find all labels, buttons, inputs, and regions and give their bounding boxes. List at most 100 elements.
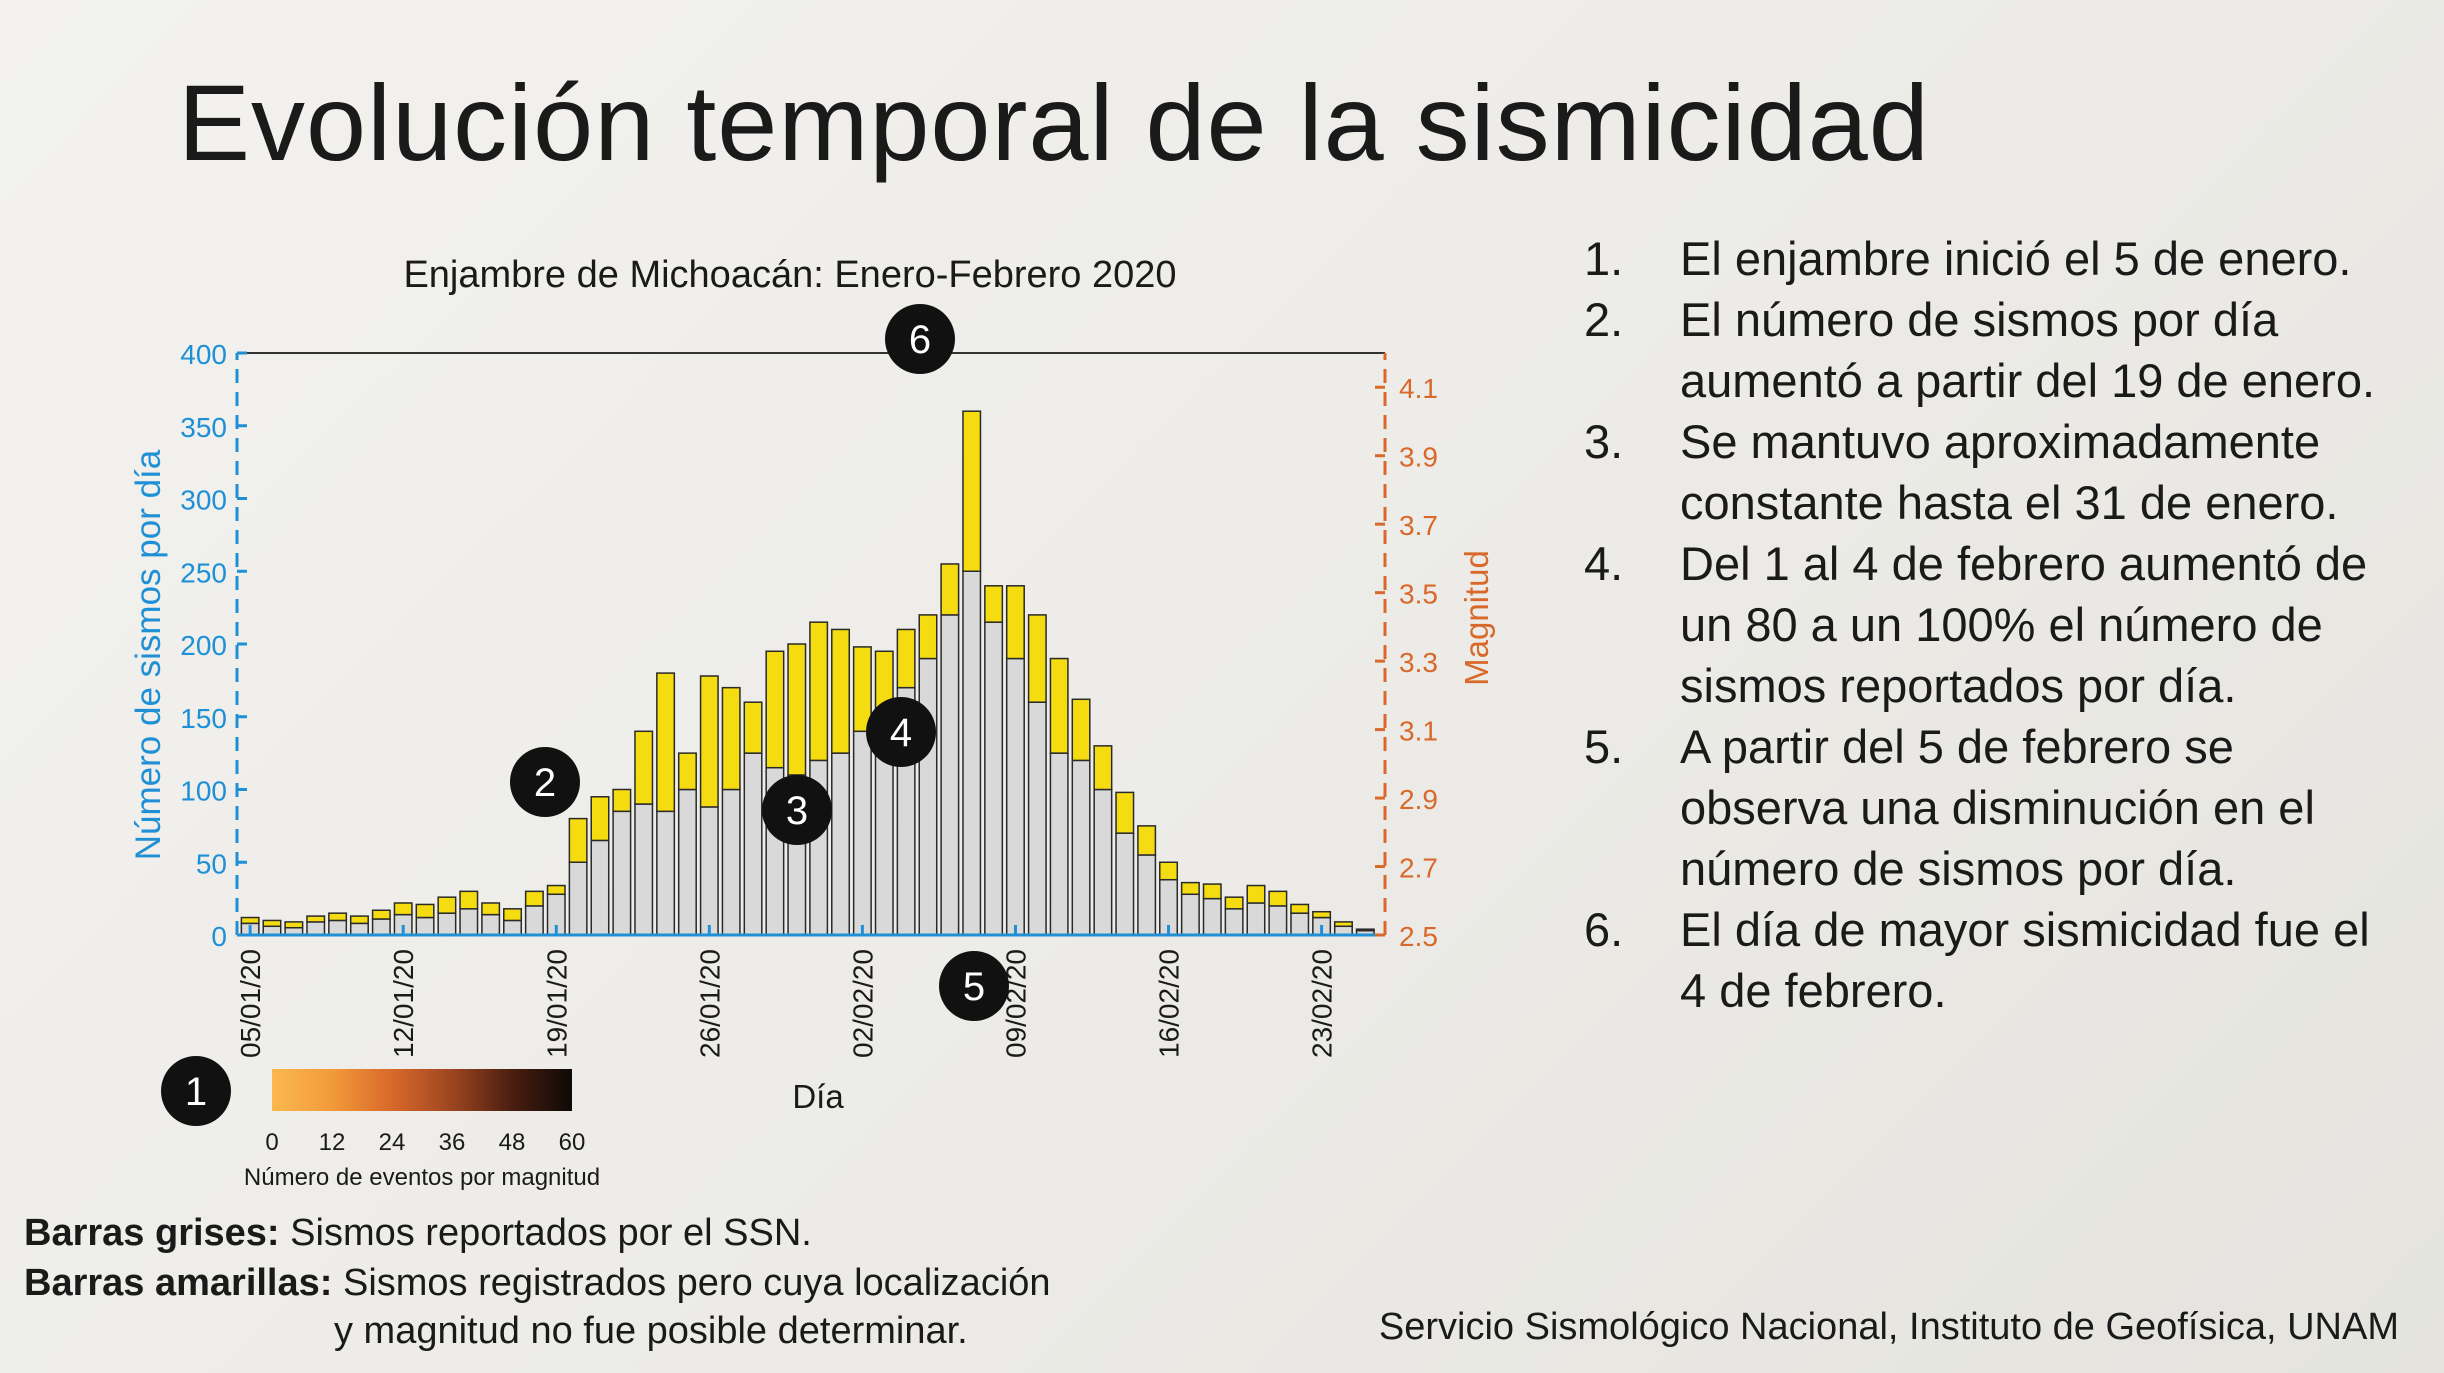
- yellow-bar: [721, 686, 741, 791]
- y-tick-label: 50: [196, 848, 227, 879]
- yellow-bar: [393, 902, 413, 916]
- x-tick-label: 16/02/20: [1154, 949, 1185, 1058]
- colorbar-tick-label: 48: [499, 1129, 526, 1156]
- annotation-markers: 1 2 3 4 5 6: [161, 304, 1009, 1126]
- yellow-bar: [612, 788, 632, 813]
- chart-axes: [235, 352, 1387, 937]
- seismicity-chart: Enjambre de Michoacán: Enero-Febrero 202…: [129, 254, 1495, 1191]
- yellow-bars: [240, 410, 1375, 932]
- gray-bar: [743, 752, 763, 936]
- annotation-marker-label: 2: [534, 761, 556, 805]
- y2-ticks: 2.5 2.7 2.9 3.1 3.3 3.5 3.7 3.9 4.1: [1375, 373, 1438, 952]
- yellow-bar: [371, 909, 391, 920]
- gray-bar: [1115, 832, 1135, 936]
- y-axis-label: Número de sismos por día: [129, 449, 168, 860]
- annotation-marker: 6: [885, 304, 955, 374]
- yellow-bar: [328, 912, 348, 922]
- gray-bar: [1093, 788, 1113, 936]
- legend-yellow: Barras amarillas: Sismos registrados per…: [24, 1262, 1051, 1304]
- gray-bar: [1202, 897, 1222, 936]
- yellow-bar: [1312, 910, 1332, 919]
- y-tick-label: 300: [180, 485, 227, 516]
- gray-bar: [1071, 759, 1091, 936]
- gray-bar: [524, 905, 544, 936]
- yellow-bar: [1159, 861, 1179, 881]
- yellow-bar: [306, 915, 326, 923]
- yellow-bar: [1027, 614, 1047, 703]
- yellow-bar: [415, 903, 435, 919]
- yellow-bar: [831, 628, 851, 754]
- yellow-bar: [568, 817, 588, 863]
- yellow-bar: [262, 919, 282, 928]
- annotation-marker: 2: [510, 747, 580, 817]
- y2-tick-label: 3.7: [1399, 510, 1438, 541]
- gray-bar: [1005, 657, 1025, 936]
- yellow-bar: [1202, 883, 1222, 900]
- annotation-marker-label: 6: [909, 318, 931, 362]
- x-axis-label: Día: [792, 1078, 844, 1115]
- note-item: 1. El enjambre inició el 5 de enero.: [1584, 232, 2352, 285]
- gray-bar: [306, 921, 326, 936]
- y-tick-label: 0: [211, 921, 227, 952]
- yellow-bar: [1005, 585, 1025, 660]
- y-tick-label: 250: [180, 557, 227, 588]
- yellow-bar: [437, 896, 457, 914]
- gray-bar: [656, 810, 676, 936]
- annotation-marker-label: 1: [185, 1070, 207, 1114]
- gray-bar: [612, 810, 632, 936]
- colorbar-tick-label: 0: [265, 1129, 278, 1156]
- note-item: 4. Del 1 al 4 de febrero aumentó de un 80…: [1584, 537, 2368, 712]
- yellow-bar: [1049, 657, 1069, 754]
- y-tick-label: 200: [180, 630, 227, 661]
- yellow-bar: [1290, 903, 1310, 914]
- yellow-bar: [1246, 884, 1266, 904]
- gray-bar: [503, 919, 523, 936]
- yellow-bar: [1355, 928, 1375, 932]
- yellow-bar: [634, 730, 654, 805]
- colorbar-tick-label: 36: [439, 1129, 466, 1156]
- y2-axis-label: Magnitud: [1458, 550, 1495, 686]
- legend-gray: Barras grises: Sismos reportados por el …: [24, 1212, 812, 1254]
- yellow-bar: [787, 643, 807, 776]
- yellow-bar: [524, 890, 544, 907]
- gray-bar: [1027, 701, 1047, 936]
- gray-bar: [984, 621, 1004, 936]
- yellow-bar: [940, 563, 960, 616]
- annotation-marker: 1: [161, 1056, 231, 1126]
- gray-bar: [1290, 912, 1310, 936]
- gray-bar: [940, 614, 960, 936]
- y-tick-label: 400: [180, 339, 227, 370]
- y-ticks: 0 50 100 150 200 250 300 350 400: [180, 339, 247, 952]
- x-tick-label: 12/01/20: [388, 949, 419, 1058]
- yellow-bar: [1137, 825, 1157, 856]
- annotation-marker: 4: [866, 697, 936, 767]
- yellow-bar: [1180, 881, 1200, 896]
- x-tick-label: 19/01/20: [541, 949, 572, 1058]
- y-tick-label: 100: [180, 776, 227, 807]
- y2-tick-label: 2.7: [1399, 853, 1438, 884]
- gray-bar: [415, 916, 435, 936]
- y2-tick-label: 3.3: [1399, 647, 1438, 678]
- x-ticks: 05/01/20 12/01/20 19/01/20 26/01/20 02/02/20…: [235, 925, 1338, 1058]
- legend-yellow-cont: y magnitud no fue posible determinar.: [334, 1310, 968, 1352]
- yellow-bar: [503, 908, 523, 922]
- yellow-bar: [699, 675, 719, 808]
- note-item: 3. Se mantuvo aproximadamente constante h…: [1584, 415, 2339, 529]
- gray-bar: [590, 839, 610, 936]
- note-item: 5. A partir del 5 de febrero se observa u…: [1584, 720, 2315, 895]
- yellow-bar: [1333, 921, 1353, 928]
- y2-tick-label: 3.1: [1399, 716, 1438, 747]
- x-tick-label: 02/02/20: [847, 949, 878, 1058]
- gray-bar: [1137, 854, 1157, 936]
- yellow-bar: [1268, 890, 1288, 907]
- gray-bar: [1246, 902, 1266, 936]
- x-tick-label: 23/02/20: [1307, 949, 1338, 1058]
- y2-tick-label: 3.5: [1399, 579, 1438, 610]
- annotation-marker-label: 5: [963, 965, 985, 1009]
- note-item: 2. El número de sismos por día aumentó a …: [1584, 293, 2376, 407]
- gray-bar: [349, 922, 369, 936]
- y2-tick-label: 4.1: [1399, 373, 1438, 404]
- colorbar-ticks: 0 12 24 36 48 60: [265, 1129, 585, 1156]
- gray-bar: [1049, 752, 1069, 936]
- slide-title: Evolución temporal de la sismicidad: [178, 62, 1930, 183]
